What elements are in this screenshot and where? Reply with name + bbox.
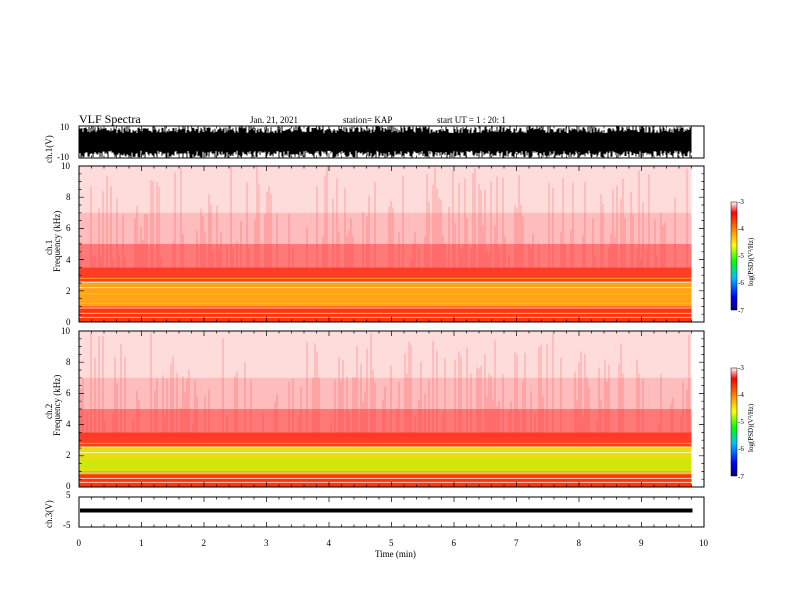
x-tick-label: 10 — [699, 538, 708, 548]
ch3-waveform-panel — [80, 508, 693, 513]
ch3-waveform-trace — [80, 508, 693, 513]
spec2-ytick-10: 10 — [61, 326, 70, 336]
w3-xticks — [78, 497, 705, 527]
x-tick-label: 4 — [326, 538, 332, 548]
s1-xticks — [78, 166, 705, 322]
ch3-ytick-top: 5 — [66, 490, 71, 500]
cb2-tick-m4: -4 — [738, 391, 744, 399]
date-label: Jan. 21, 2021 — [250, 115, 298, 125]
x-tick-label: 0 — [76, 538, 82, 548]
spec2-ytick-2: 2 — [66, 450, 71, 460]
spec1-band-4 — [79, 212, 692, 244]
axes-frames — [78, 125, 705, 528]
cb1-label: log(PSD)(V²/Hz) — [747, 237, 755, 286]
spec1-ylabel: Frequency (kHz) — [52, 210, 62, 272]
x-tick-label: 6 — [451, 538, 457, 548]
cb2-tick-m5: -5 — [738, 418, 744, 426]
spec2-band-4 — [79, 377, 692, 409]
cb1-tick-m3: -3 — [738, 198, 744, 206]
cb2-tick-m3: -3 — [738, 364, 744, 372]
s1-yticks — [79, 165, 704, 323]
spec1-ytick-6: 6 — [66, 223, 71, 233]
spec2-band-0 — [79, 471, 692, 487]
figure-title: VLF Spectra — [79, 112, 141, 126]
start-time-label: start UT = 1 : 20: 1 — [437, 115, 506, 125]
cb2-tick-m6: -6 — [738, 445, 744, 453]
x-tick-label: 7 — [514, 538, 519, 548]
ch1-waveform-trace — [79, 126, 692, 158]
ch1-spectrogram-panel — [79, 166, 692, 322]
cb1-tick-m6: -6 — [738, 279, 744, 287]
cb2-tick-m7: -7 — [738, 473, 744, 481]
station-label: station= KAP — [343, 115, 393, 125]
x-tick-label: 9 — [639, 538, 644, 548]
x-tick-label: 8 — [576, 538, 582, 548]
cb1-tick-m5: -5 — [738, 252, 744, 260]
spec2-band-5 — [79, 331, 692, 378]
ch1-colorbar — [730, 201, 738, 311]
spec1-ytick-2: 2 — [66, 286, 71, 296]
spec2-green-band — [79, 457, 692, 475]
x-tick-label: 2 — [201, 538, 207, 548]
spec2-ytick-6: 6 — [66, 388, 71, 398]
spec1-streaks — [80, 166, 688, 273]
ch3-waveform-ylabel: ch.3(V) — [44, 500, 54, 528]
cb1-bar — [730, 201, 738, 311]
spec1-band-0 — [79, 306, 692, 322]
spec1-ytick-4: 4 — [66, 255, 71, 265]
w1-xticks — [78, 126, 705, 158]
ch1-ytick-top: 10 — [60, 122, 69, 132]
spec2-band-3 — [79, 409, 692, 433]
x-axis-label: Time (min) — [375, 549, 416, 559]
spec2-ytick-0: 0 — [66, 481, 71, 491]
ch2-spectrogram-panel — [78, 331, 692, 487]
ch3-ytick-bottom: -5 — [63, 520, 71, 530]
spec1-ytick-8: 8 — [66, 192, 71, 202]
s2-xticks — [78, 331, 705, 487]
ch2-colorbar — [730, 367, 738, 477]
cb1-tick-m7: -7 — [738, 307, 744, 315]
spec1-ytick-10: 10 — [61, 161, 70, 171]
cb2-label: log(PSD)(V²/Hz) — [747, 403, 755, 452]
ch1-waveform-panel — [79, 126, 692, 158]
spec1-band-3 — [79, 244, 692, 268]
spec2-ylabel: Frequency (kHz) — [52, 374, 62, 436]
cb2-bar — [730, 367, 738, 477]
ch1-ytick-bottom: -10 — [57, 152, 69, 162]
spec1-band-5 — [79, 166, 692, 213]
x-tick-label: 1 — [139, 538, 144, 548]
spec1-band-2 — [79, 267, 692, 282]
x-tick-label: 3 — [264, 538, 269, 548]
ch1-waveform-ylabel: ch.1(V) — [44, 135, 54, 163]
spec2-ytick-4: 4 — [66, 419, 71, 429]
cb1-tick-m4: -4 — [738, 225, 744, 233]
spec2-ytick-8: 8 — [66, 357, 71, 367]
spec1-ytick-0: 0 — [66, 317, 71, 327]
s2-yticks — [79, 330, 704, 488]
x-tick-label: 5 — [389, 538, 394, 548]
